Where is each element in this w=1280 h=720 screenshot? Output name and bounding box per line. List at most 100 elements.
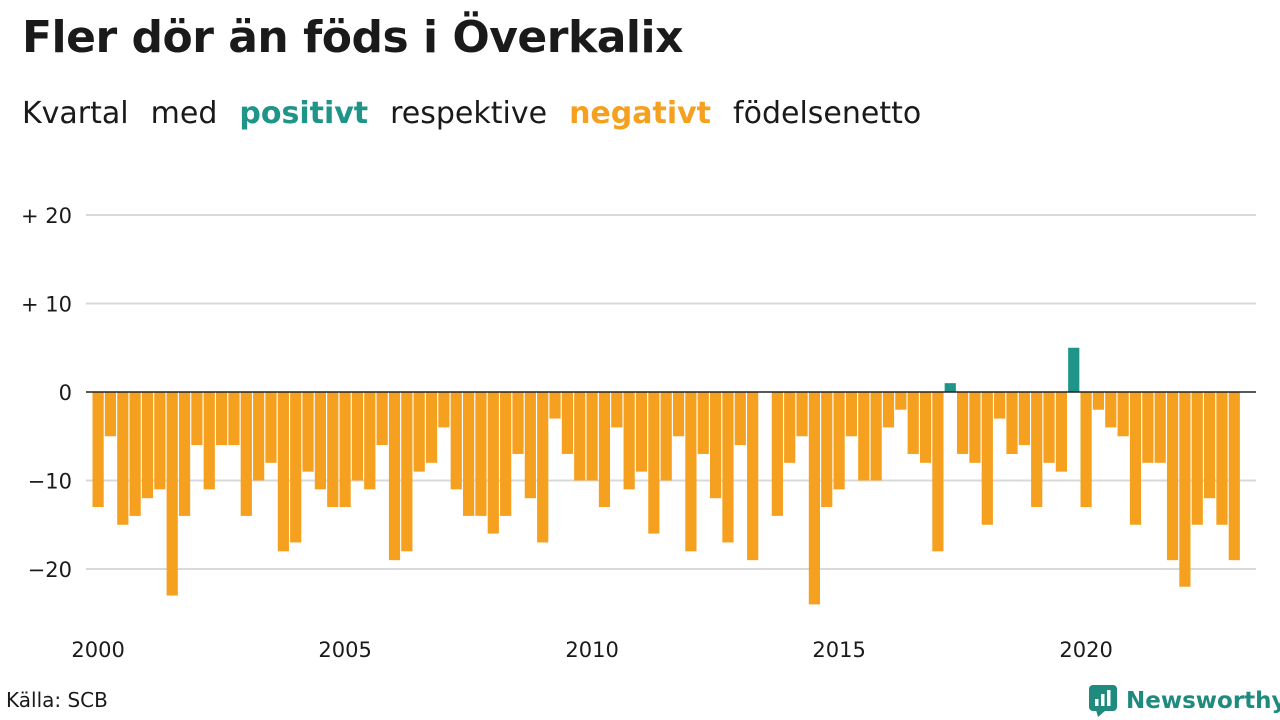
bar-negative [697, 392, 709, 454]
bar-negative [833, 392, 845, 490]
bar-negative [154, 392, 166, 490]
x-tick-label: 2020 [1059, 638, 1112, 662]
bar-negative [672, 392, 685, 437]
bar-negative [1055, 392, 1067, 472]
bar-negative [277, 392, 289, 552]
bar-negative [1216, 392, 1228, 525]
bar-negative [314, 392, 326, 490]
bar-negative [438, 392, 450, 428]
bar-negative [290, 392, 302, 543]
bar-negative [784, 392, 796, 463]
bar-negative [1080, 392, 1092, 508]
subtitle-word-with: med [150, 96, 218, 131]
bar-negative [747, 392, 759, 561]
bar-negative [92, 392, 104, 508]
bar-negative [821, 392, 833, 508]
bar-negative [191, 392, 203, 446]
bar-negative [648, 392, 660, 534]
bar-negative [178, 392, 191, 516]
bar-negative [351, 392, 364, 481]
x-tick-label: 2015 [812, 638, 865, 662]
bar-negative [895, 392, 907, 410]
bar-negative [524, 392, 536, 499]
bar-negative [1105, 392, 1117, 428]
bar-negative [796, 392, 808, 437]
bar-negative [685, 392, 697, 552]
bar-negative [1166, 392, 1179, 561]
bar-positive [944, 383, 956, 392]
bar-positive [1068, 347, 1080, 392]
bar-negative [1092, 392, 1105, 410]
bar-negative [549, 392, 561, 419]
bars [92, 347, 1240, 605]
axes: + 20 + 10 0 −10 −20 2000 2005 2010 2015 2020 [21, 204, 1256, 662]
bar-negative [858, 392, 870, 481]
bar-negative [475, 392, 487, 516]
bar-negative [771, 392, 783, 516]
brand-name: Newsworthy [1126, 688, 1280, 714]
bar-negative [969, 392, 981, 463]
bar-negative [1129, 392, 1142, 525]
bar-negative [1154, 392, 1166, 463]
bar-negative [265, 392, 277, 463]
bar-negative [845, 392, 858, 437]
bar-negative [611, 392, 623, 428]
bar-negative [808, 392, 820, 605]
bar-negative [994, 392, 1006, 419]
subtitle: Kvartal med positivt respektive negativt föde… [22, 96, 921, 131]
bar-negative [240, 392, 252, 516]
bar-negative [166, 392, 178, 596]
bar-negative [919, 392, 932, 463]
bar-negative [1018, 392, 1030, 446]
bar-negative [401, 392, 413, 552]
bar-negative [425, 392, 438, 463]
newsworthy-logo-icon [1089, 685, 1117, 717]
y-tick-label: + 20 [21, 204, 72, 228]
bar-negative [660, 392, 672, 481]
bar-negative [1179, 392, 1191, 587]
subtitle-word-respectively: respektive [390, 96, 548, 131]
bar-negative [882, 392, 895, 428]
bar-negative [574, 392, 586, 481]
bar-negative [450, 392, 462, 490]
bar-negative [623, 392, 635, 490]
y-tick-label: 0 [59, 381, 72, 405]
bar-negative [117, 392, 129, 525]
bar-negative [907, 392, 919, 454]
bar-negative [216, 392, 228, 446]
y-tick-label: −20 [28, 558, 72, 582]
x-tick-label: 2000 [71, 638, 124, 662]
brand-logo[interactable]: Newsworthy [1088, 684, 1280, 718]
bar-negative [710, 392, 722, 499]
subtitle-positive-label: positivt [239, 96, 369, 131]
bar-negative [129, 392, 141, 516]
bar-negative [932, 392, 944, 552]
bar-negative [512, 392, 524, 454]
subtitle-negative-label: negativt [569, 96, 712, 131]
y-tick-label: −10 [28, 470, 72, 494]
bar-chart: + 20 + 10 0 −10 −20 2000 2005 2010 2015 2020 [21, 204, 1256, 662]
bar-negative [253, 392, 265, 481]
bar-negative [413, 392, 425, 472]
x-tick-label: 2005 [318, 638, 371, 662]
bar-negative [487, 392, 499, 534]
bar-negative [1142, 392, 1154, 463]
bar-negative [327, 392, 339, 508]
bar-negative [870, 392, 882, 481]
bar-negative [586, 392, 598, 481]
bar-negative [722, 392, 734, 543]
bar-negative [1006, 392, 1018, 454]
bar-negative [1228, 392, 1240, 561]
source-note: Källa: SCB [6, 688, 108, 712]
bar-negative [141, 392, 154, 499]
bar-negative [388, 392, 401, 561]
bar-negative [364, 392, 376, 490]
x-tick-label: 2010 [565, 638, 618, 662]
bar-negative [1117, 392, 1129, 437]
bar-negative [302, 392, 314, 472]
page-title: Fler dör än föds i Överkalix [22, 12, 683, 63]
bar-negative [981, 392, 993, 525]
bar-negative [463, 392, 475, 516]
bar-negative [228, 392, 240, 446]
subtitle-word-quarter: Kvartal [22, 96, 129, 131]
